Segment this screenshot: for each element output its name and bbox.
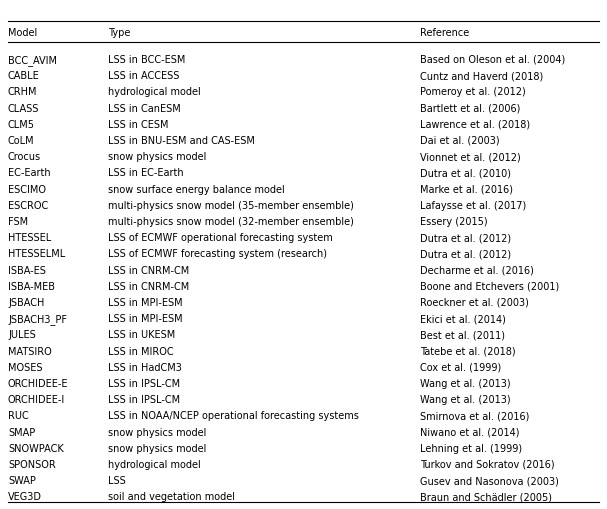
Text: LSS in BCC-ESM: LSS in BCC-ESM: [108, 55, 185, 65]
Text: Marke et al. (2016): Marke et al. (2016): [420, 184, 513, 194]
Text: LSS of ECMWF forecasting system (research): LSS of ECMWF forecasting system (researc…: [108, 249, 327, 259]
Text: snow surface energy balance model: snow surface energy balance model: [108, 184, 285, 194]
Text: LSS in IPSL-CM: LSS in IPSL-CM: [108, 378, 180, 388]
Text: multi-physics snow model (32-member ensemble): multi-physics snow model (32-member ense…: [108, 216, 354, 227]
Text: Decharme et al. (2016): Decharme et al. (2016): [420, 265, 534, 275]
Text: Lawrence et al. (2018): Lawrence et al. (2018): [420, 120, 530, 130]
Text: Model: Model: [8, 28, 37, 38]
Text: LSS: LSS: [108, 475, 126, 485]
Text: LSS in ACCESS: LSS in ACCESS: [108, 71, 180, 81]
Text: LSS in CESM: LSS in CESM: [108, 120, 169, 130]
Text: multi-physics snow model (35-member ensemble): multi-physics snow model (35-member ense…: [108, 201, 354, 210]
Text: JULES: JULES: [8, 330, 36, 340]
Text: LSS in UKESM: LSS in UKESM: [108, 330, 175, 340]
Text: HTESSEL: HTESSEL: [8, 233, 51, 243]
Text: Smirnova et al. (2016): Smirnova et al. (2016): [420, 411, 529, 420]
Text: LSS in MPI-ESM: LSS in MPI-ESM: [108, 314, 183, 324]
Text: ESCIMO: ESCIMO: [8, 184, 46, 194]
Text: Niwano et al. (2014): Niwano et al. (2014): [420, 427, 520, 437]
Text: Wang et al. (2013): Wang et al. (2013): [420, 394, 510, 405]
Text: Best et al. (2011): Best et al. (2011): [420, 330, 505, 340]
Text: Reference: Reference: [420, 28, 469, 38]
Text: ISBA-ES: ISBA-ES: [8, 265, 46, 275]
Text: Wang et al. (2013): Wang et al. (2013): [420, 378, 510, 388]
Text: LSS in HadCM3: LSS in HadCM3: [108, 362, 182, 372]
Text: Based on Oleson et al. (2004): Based on Oleson et al. (2004): [420, 55, 565, 65]
Text: Dai et al. (2003): Dai et al. (2003): [420, 136, 500, 146]
Text: LSS in CanESM: LSS in CanESM: [108, 103, 181, 114]
Text: snow physics model: snow physics model: [108, 443, 206, 453]
Text: LSS in MIROC: LSS in MIROC: [108, 346, 174, 356]
Text: RUC: RUC: [8, 411, 29, 420]
Text: CLASS: CLASS: [8, 103, 39, 114]
Text: CoLM: CoLM: [8, 136, 35, 146]
Text: Cox et al. (1999): Cox et al. (1999): [420, 362, 501, 372]
Text: LSS in IPSL-CM: LSS in IPSL-CM: [108, 394, 180, 405]
Text: JSBACH: JSBACH: [8, 297, 44, 307]
Text: Lafaysse et al. (2017): Lafaysse et al. (2017): [420, 201, 526, 210]
Text: Pomeroy et al. (2012): Pomeroy et al. (2012): [420, 87, 526, 97]
Text: Braun and Schädler (2005): Braun and Schädler (2005): [420, 491, 552, 501]
Text: Cuntz and Haverd (2018): Cuntz and Haverd (2018): [420, 71, 543, 81]
Text: LSS of ECMWF operational forecasting system: LSS of ECMWF operational forecasting sys…: [108, 233, 333, 243]
Text: ORCHIDEE-I: ORCHIDEE-I: [8, 394, 65, 405]
Text: LSS in MPI-ESM: LSS in MPI-ESM: [108, 297, 183, 307]
Text: SWAP: SWAP: [8, 475, 36, 485]
Text: LSS in CNRM-CM: LSS in CNRM-CM: [108, 281, 189, 291]
Text: Dutra et al. (2012): Dutra et al. (2012): [420, 233, 511, 243]
Text: Type: Type: [108, 28, 131, 38]
Text: Vionnet et al. (2012): Vionnet et al. (2012): [420, 152, 521, 162]
Text: SNOWPACK: SNOWPACK: [8, 443, 64, 453]
Text: MOSES: MOSES: [8, 362, 42, 372]
Text: ESCROC: ESCROC: [8, 201, 48, 210]
Text: Boone and Etchevers (2001): Boone and Etchevers (2001): [420, 281, 559, 291]
Text: LSS in BNU-ESM and CAS-ESM: LSS in BNU-ESM and CAS-ESM: [108, 136, 255, 146]
Text: hydrological model: hydrological model: [108, 87, 201, 97]
Text: CRHM: CRHM: [8, 87, 38, 97]
Text: Dutra et al. (2010): Dutra et al. (2010): [420, 168, 511, 178]
Text: LSS in NOAA/NCEP operational forecasting systems: LSS in NOAA/NCEP operational forecasting…: [108, 411, 359, 420]
Text: SMAP: SMAP: [8, 427, 35, 437]
Text: Crocus: Crocus: [8, 152, 41, 162]
Text: Roeckner et al. (2003): Roeckner et al. (2003): [420, 297, 529, 307]
Text: CABLE: CABLE: [8, 71, 39, 81]
Text: ISBA-MEB: ISBA-MEB: [8, 281, 55, 291]
Text: EC-Earth: EC-Earth: [8, 168, 50, 178]
Text: Essery (2015): Essery (2015): [420, 216, 487, 227]
Text: snow physics model: snow physics model: [108, 152, 206, 162]
Text: Dutra et al. (2012): Dutra et al. (2012): [420, 249, 511, 259]
Text: MATSIRO: MATSIRO: [8, 346, 52, 356]
Text: LSS in EC-Earth: LSS in EC-Earth: [108, 168, 184, 178]
Text: JSBACH3_PF: JSBACH3_PF: [8, 314, 67, 324]
Text: FSM: FSM: [8, 216, 28, 227]
Text: ORCHIDEE-E: ORCHIDEE-E: [8, 378, 69, 388]
Text: Bartlett et al. (2006): Bartlett et al. (2006): [420, 103, 520, 114]
Text: VEG3D: VEG3D: [8, 491, 42, 501]
Text: SPONSOR: SPONSOR: [8, 459, 56, 469]
Text: soil and vegetation model: soil and vegetation model: [108, 491, 235, 501]
Text: CLM5: CLM5: [8, 120, 35, 130]
Text: Lehning et al. (1999): Lehning et al. (1999): [420, 443, 522, 453]
Text: Turkov and Sokratov (2016): Turkov and Sokratov (2016): [420, 459, 555, 469]
Text: HTESSELML: HTESSELML: [8, 249, 65, 259]
Text: Gusev and Nasonova (2003): Gusev and Nasonova (2003): [420, 475, 559, 485]
Text: snow physics model: snow physics model: [108, 427, 206, 437]
Text: LSS in CNRM-CM: LSS in CNRM-CM: [108, 265, 189, 275]
Text: Ekici et al. (2014): Ekici et al. (2014): [420, 314, 506, 324]
Text: Tatebe et al. (2018): Tatebe et al. (2018): [420, 346, 515, 356]
Text: hydrological model: hydrological model: [108, 459, 201, 469]
Text: BCC_AVIM: BCC_AVIM: [8, 55, 57, 66]
